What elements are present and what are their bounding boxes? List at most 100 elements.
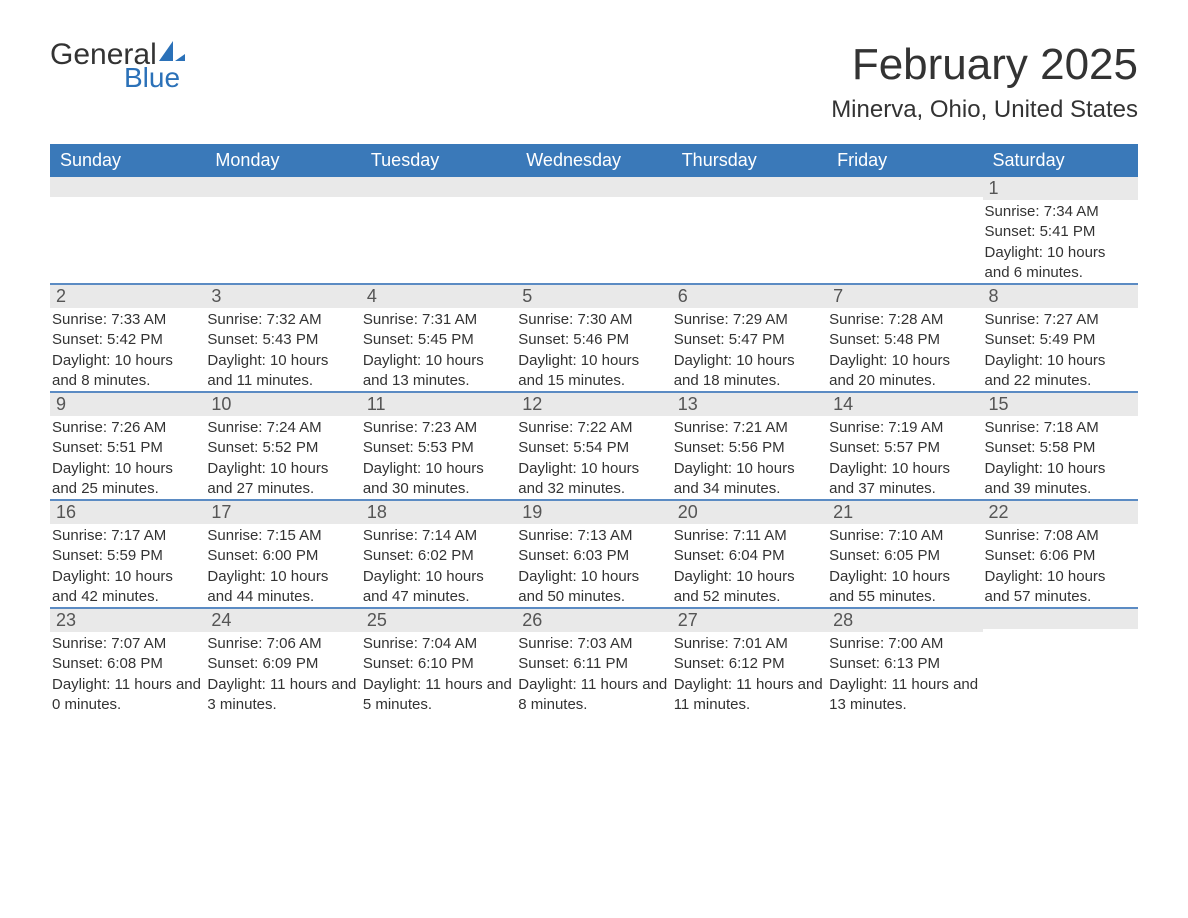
day-number-strip: 11 — [361, 393, 516, 416]
sunrise-text: Sunrise: 7:11 AM — [674, 526, 823, 546]
day-number-strip — [983, 609, 1138, 629]
calendar-day-cell: 18Sunrise: 7:14 AMSunset: 6:02 PMDayligh… — [361, 499, 516, 607]
calendar-day-cell: 5Sunrise: 7:30 AMSunset: 5:46 PMDaylight… — [516, 283, 671, 391]
calendar-day-cell: 28Sunrise: 7:00 AMSunset: 6:13 PMDayligh… — [827, 607, 982, 715]
daylight-text: Daylight: 11 hours and 8 minutes. — [518, 675, 667, 716]
day-number-strip: 6 — [672, 285, 827, 308]
calendar-day-cell: 16Sunrise: 7:17 AMSunset: 5:59 PMDayligh… — [50, 499, 205, 607]
daylight-text: Daylight: 11 hours and 0 minutes. — [52, 675, 201, 716]
calendar-day-cell: 24Sunrise: 7:06 AMSunset: 6:09 PMDayligh… — [205, 607, 360, 715]
day-number: 13 — [678, 394, 821, 415]
day-number-strip: 8 — [983, 285, 1138, 308]
sunset-text: Sunset: 6:09 PM — [207, 654, 356, 674]
day-data: Sunrise: 7:29 AMSunset: 5:47 PMDaylight:… — [672, 308, 827, 391]
day-data: Sunrise: 7:14 AMSunset: 6:02 PMDaylight:… — [361, 524, 516, 607]
calendar-week-row: 1Sunrise: 7:34 AMSunset: 5:41 PMDaylight… — [50, 177, 1138, 283]
day-data: Sunrise: 7:17 AMSunset: 5:59 PMDaylight:… — [50, 524, 205, 607]
sunrise-text: Sunrise: 7:22 AM — [518, 418, 667, 438]
sunset-text: Sunset: 5:45 PM — [363, 330, 512, 350]
calendar-day-cell: 7Sunrise: 7:28 AMSunset: 5:48 PMDaylight… — [827, 283, 982, 391]
day-number-strip: 17 — [205, 501, 360, 524]
sunrise-text: Sunrise: 7:03 AM — [518, 634, 667, 654]
daylight-text: Daylight: 10 hours and 18 minutes. — [674, 351, 823, 392]
calendar-day-cell: 10Sunrise: 7:24 AMSunset: 5:52 PMDayligh… — [205, 391, 360, 499]
sunset-text: Sunset: 5:56 PM — [674, 438, 823, 458]
day-data: Sunrise: 7:10 AMSunset: 6:05 PMDaylight:… — [827, 524, 982, 607]
day-number-strip: 18 — [361, 501, 516, 524]
day-number-strip: 27 — [672, 609, 827, 632]
sunrise-text: Sunrise: 7:34 AM — [985, 202, 1134, 222]
day-data: Sunrise: 7:07 AMSunset: 6:08 PMDaylight:… — [50, 632, 205, 715]
daylight-text: Daylight: 10 hours and 30 minutes. — [363, 459, 512, 500]
calendar-day-cell: 9Sunrise: 7:26 AMSunset: 5:51 PMDaylight… — [50, 391, 205, 499]
sunset-text: Sunset: 5:52 PM — [207, 438, 356, 458]
day-number: 14 — [833, 394, 976, 415]
day-data: Sunrise: 7:18 AMSunset: 5:58 PMDaylight:… — [983, 416, 1138, 499]
day-number-strip: 4 — [361, 285, 516, 308]
sunset-text: Sunset: 6:12 PM — [674, 654, 823, 674]
day-number-strip: 13 — [672, 393, 827, 416]
daylight-text: Daylight: 10 hours and 42 minutes. — [52, 567, 201, 608]
sunrise-text: Sunrise: 7:29 AM — [674, 310, 823, 330]
calendar-day-cell — [516, 177, 671, 283]
day-number: 26 — [522, 610, 665, 631]
daylight-text: Daylight: 11 hours and 3 minutes. — [207, 675, 356, 716]
day-number-strip: 14 — [827, 393, 982, 416]
location-subtitle: Minerva, Ohio, United States — [831, 96, 1138, 124]
day-data — [672, 197, 827, 199]
calendar-day-cell: 11Sunrise: 7:23 AMSunset: 5:53 PMDayligh… — [361, 391, 516, 499]
day-number-strip: 23 — [50, 609, 205, 632]
calendar-day-cell: 3Sunrise: 7:32 AMSunset: 5:43 PMDaylight… — [205, 283, 360, 391]
dayname-header: Saturday — [983, 144, 1138, 177]
sunrise-text: Sunrise: 7:32 AM — [207, 310, 356, 330]
day-number: 10 — [211, 394, 354, 415]
day-number-strip — [827, 177, 982, 197]
daylight-text: Daylight: 10 hours and 27 minutes. — [207, 459, 356, 500]
calendar-day-cell: 13Sunrise: 7:21 AMSunset: 5:56 PMDayligh… — [672, 391, 827, 499]
day-number: 21 — [833, 502, 976, 523]
day-number: 22 — [989, 502, 1132, 523]
day-number: 18 — [367, 502, 510, 523]
sunset-text: Sunset: 5:54 PM — [518, 438, 667, 458]
sunset-text: Sunset: 5:46 PM — [518, 330, 667, 350]
sunset-text: Sunset: 6:03 PM — [518, 546, 667, 566]
day-data: Sunrise: 7:21 AMSunset: 5:56 PMDaylight:… — [672, 416, 827, 499]
sunset-text: Sunset: 5:42 PM — [52, 330, 201, 350]
sunrise-text: Sunrise: 7:33 AM — [52, 310, 201, 330]
day-number-strip: 26 — [516, 609, 671, 632]
daylight-text: Daylight: 10 hours and 44 minutes. — [207, 567, 356, 608]
sunset-text: Sunset: 6:11 PM — [518, 654, 667, 674]
sunrise-text: Sunrise: 7:30 AM — [518, 310, 667, 330]
sunrise-text: Sunrise: 7:19 AM — [829, 418, 978, 438]
day-data: Sunrise: 7:22 AMSunset: 5:54 PMDaylight:… — [516, 416, 671, 499]
calendar-day-cell — [672, 177, 827, 283]
sunrise-text: Sunrise: 7:28 AM — [829, 310, 978, 330]
calendar-day-cell: 23Sunrise: 7:07 AMSunset: 6:08 PMDayligh… — [50, 607, 205, 715]
daylight-text: Daylight: 10 hours and 34 minutes. — [674, 459, 823, 500]
month-title: February 2025 — [831, 40, 1138, 90]
day-number: 11 — [367, 394, 510, 415]
day-data — [516, 197, 671, 199]
sunrise-text: Sunrise: 7:10 AM — [829, 526, 978, 546]
calendar-day-cell: 2Sunrise: 7:33 AMSunset: 5:42 PMDaylight… — [50, 283, 205, 391]
sunrise-text: Sunrise: 7:24 AM — [207, 418, 356, 438]
dayname-header: Sunday — [50, 144, 205, 177]
sunrise-text: Sunrise: 7:26 AM — [52, 418, 201, 438]
daylight-text: Daylight: 10 hours and 20 minutes. — [829, 351, 978, 392]
day-number-strip — [361, 177, 516, 197]
day-number-strip: 5 — [516, 285, 671, 308]
daylight-text: Daylight: 11 hours and 11 minutes. — [674, 675, 823, 716]
page-header: General Blue February 2025 Minerva, Ohio… — [50, 40, 1138, 124]
day-number-strip: 22 — [983, 501, 1138, 524]
dayname-header: Tuesday — [361, 144, 516, 177]
day-number-strip: 25 — [361, 609, 516, 632]
daylight-text: Daylight: 10 hours and 52 minutes. — [674, 567, 823, 608]
dayname-header: Friday — [827, 144, 982, 177]
day-data: Sunrise: 7:08 AMSunset: 6:06 PMDaylight:… — [983, 524, 1138, 607]
day-data: Sunrise: 7:31 AMSunset: 5:45 PMDaylight:… — [361, 308, 516, 391]
day-number-strip: 12 — [516, 393, 671, 416]
dayname-header: Monday — [205, 144, 360, 177]
day-data: Sunrise: 7:24 AMSunset: 5:52 PMDaylight:… — [205, 416, 360, 499]
day-number: 3 — [211, 286, 354, 307]
sunset-text: Sunset: 5:59 PM — [52, 546, 201, 566]
